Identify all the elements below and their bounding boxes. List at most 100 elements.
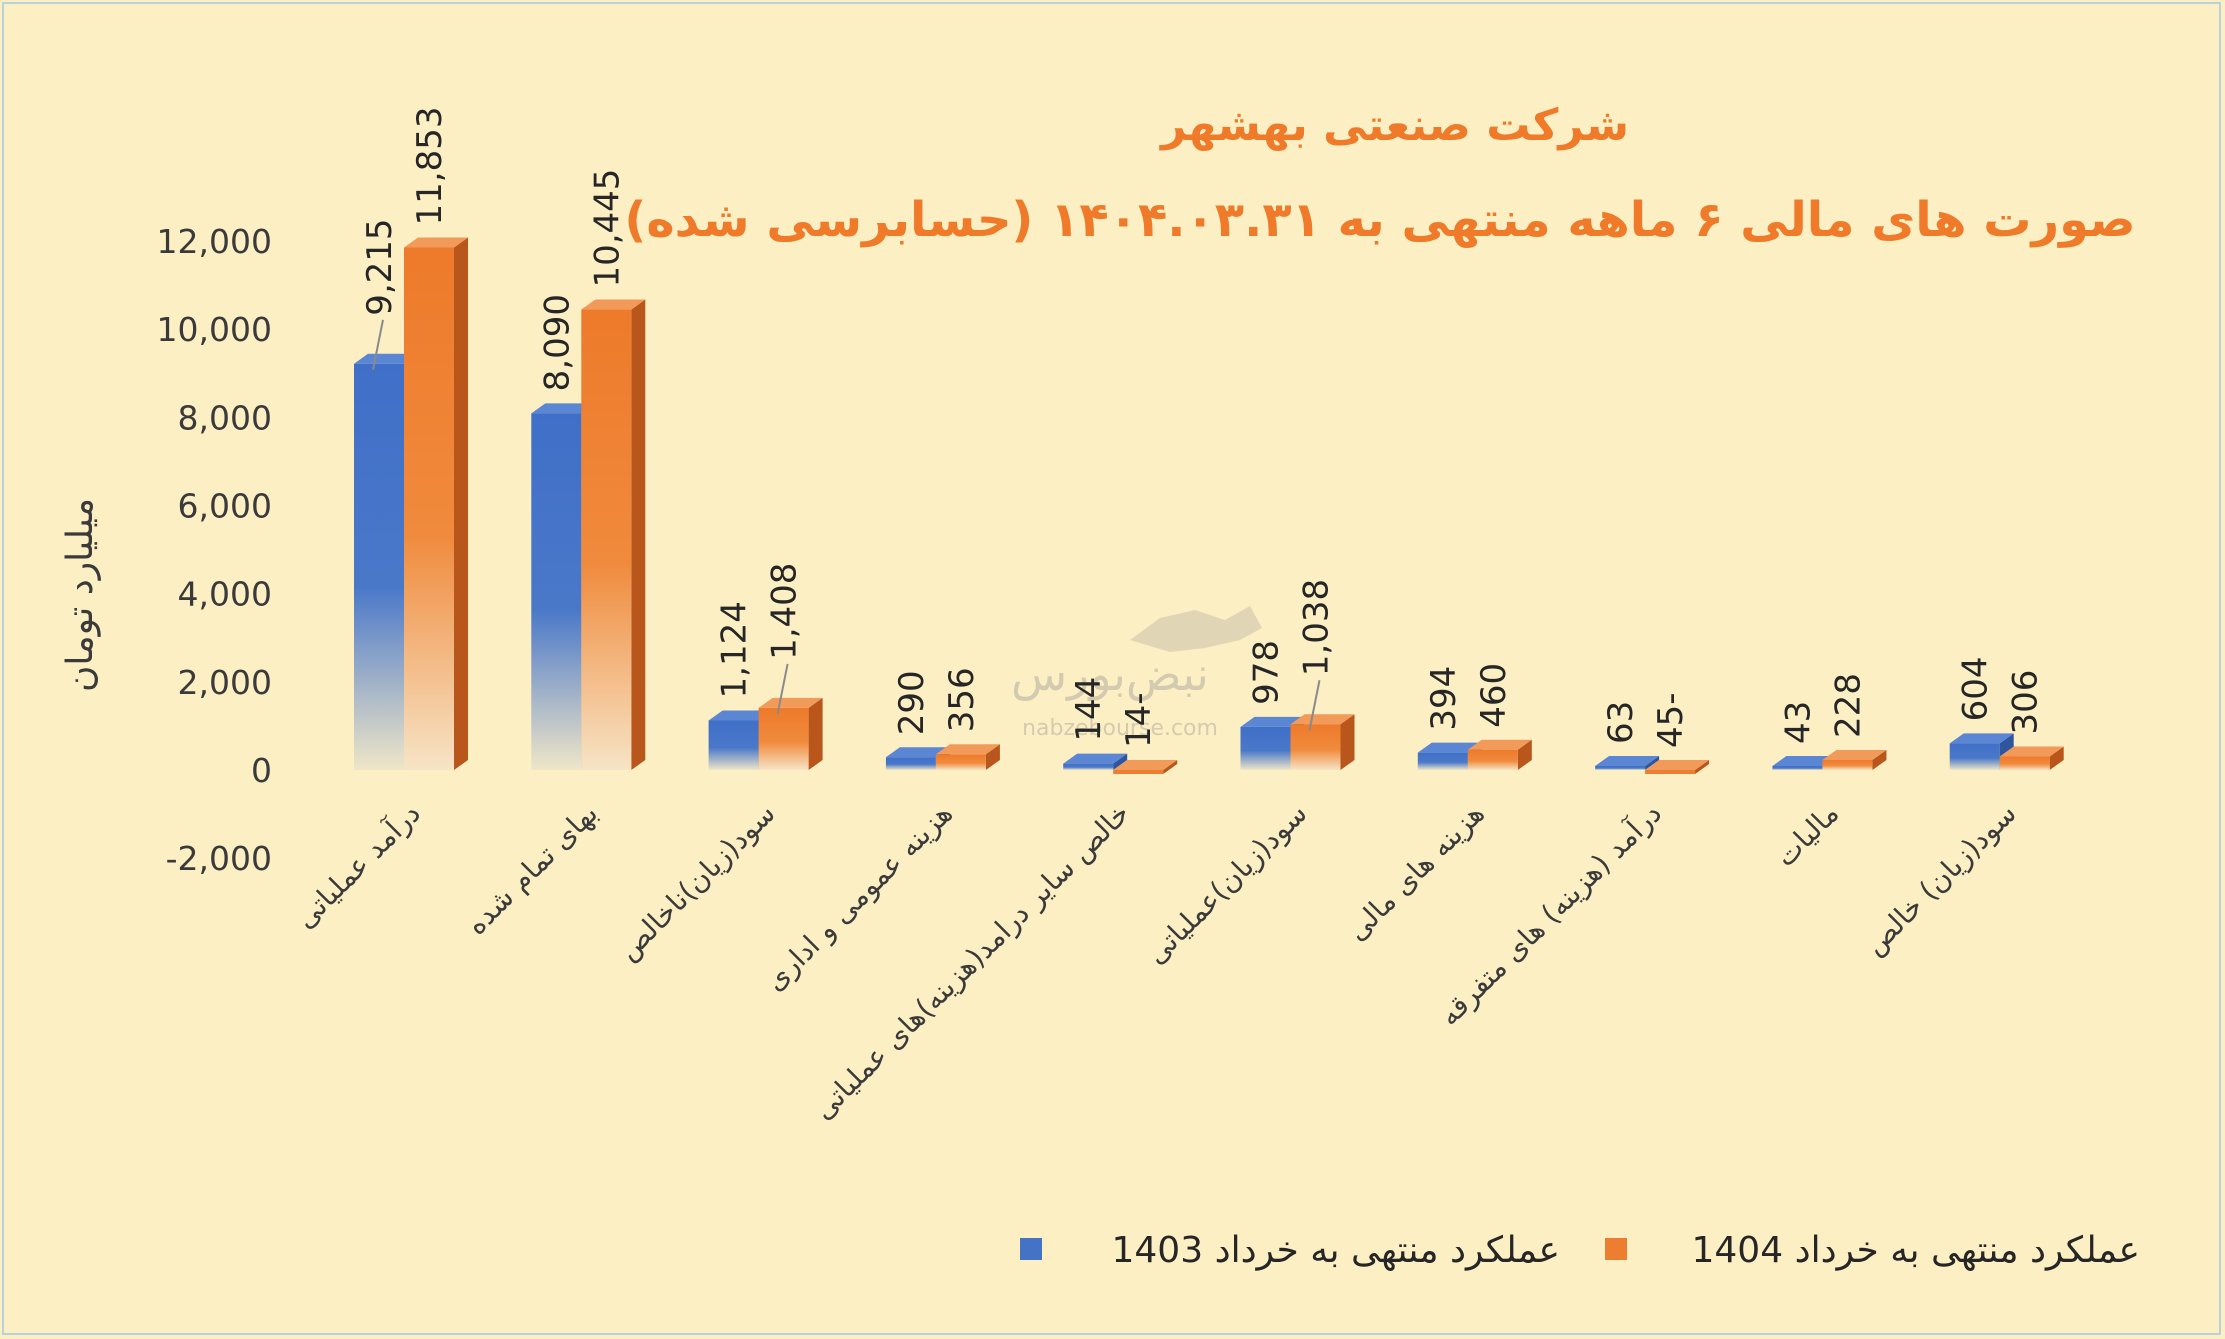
data-label: 1,124 [715,601,755,698]
y-axis-label: میلیارد تومان [60,498,101,692]
bar [1240,726,1291,770]
data-label: 290 [892,670,932,735]
data-label: 8,090 [537,294,577,391]
bar-side [1113,753,1128,770]
watermark-text: نبض‌بورس [1011,647,1209,702]
bar-side [1695,760,1710,774]
bar [935,754,986,770]
bar-top [708,710,773,721]
bar-side [454,237,468,771]
y-tick-label: 10,000 [157,310,272,349]
bar [708,720,759,770]
bar-top [1645,760,1710,770]
legend-swatch [1020,1238,1042,1260]
bar [581,309,632,770]
bar [404,247,454,771]
legend-swatch [1605,1238,1627,1260]
bar [885,757,936,770]
bar [1822,759,1873,770]
bar-top [1999,746,2064,757]
data-label: 306 [2006,670,2046,735]
y-tick-label: -2,000 [166,839,272,878]
bar-top [1417,742,1482,753]
y-tick-label: 8,000 [178,398,272,437]
category-label: هزینه عمومی و اداری [758,797,959,998]
data-label: 45- [1651,692,1691,748]
watermark: نبض‌بورس nabzebourse.com [1011,606,1262,741]
bar-side [1340,714,1355,770]
bar-top [885,747,950,758]
bar-top [1290,714,1355,725]
bull-logo-icon [1130,606,1262,652]
bar [1063,763,1114,770]
bar [1595,766,1646,770]
category-label: بهای تمام شده [460,797,605,942]
legend: عملکرد منتهی به خرداد 1404 عملکرد منتهی ب… [1020,1230,2140,1271]
data-label: 10,445 [587,169,627,288]
chart-subtitle: صورت های مالی ۶ ماهه منتهی به ۱۴۰۴.۰۳.۳۱… [624,192,2135,248]
category-label: درآمد عملیاتی [289,797,427,935]
category-label: مالیات [1769,797,1846,874]
data-label: 604 [1956,656,1996,721]
bar-top [1063,753,1128,764]
data-label: 1,038 [1297,579,1337,676]
category-label: خالص سایر درامد(هزینه)های عملیاتی [807,797,1136,1126]
bar [1467,749,1518,770]
category-label: سود(زیان) خالص [1858,797,2023,962]
bar [1290,724,1341,770]
y-tick-label: 6,000 [178,487,272,526]
y-tick-label: 2,000 [178,663,272,702]
category-label: هزینه های مالی [1340,797,1491,948]
data-label: 144 [1069,677,1109,742]
bar [1999,756,2050,770]
bar-top [1949,733,2014,744]
bar-side [985,744,1000,770]
data-label-leader [372,319,384,370]
bar-top [935,744,1000,755]
bar-top [531,403,596,414]
bar [1772,766,1823,770]
data-label-leader [1308,680,1321,731]
data-label: 460 [1474,663,1514,728]
data-label: 63 [1601,701,1641,744]
data-label: 43 [1778,701,1818,744]
bar [1949,743,2000,770]
data-label: 14- [1119,692,1159,748]
category-label: سود(زیان)عملیاتی [1140,797,1314,971]
bar-side [1517,739,1532,770]
bar-side [1645,756,1660,770]
bar [1417,752,1468,770]
bar-top [1772,756,1837,766]
category-label: سود(زیان)ناخالص [611,797,781,967]
data-label: 356 [942,667,982,732]
data-label: 9,215 [360,218,400,315]
bar-side [631,299,646,770]
data-label: 978 [1247,640,1287,705]
y-tick-label: 12,000 [157,222,272,261]
bar-side [2049,746,2064,770]
bar-top [1467,739,1532,750]
data-label: 1,408 [765,563,805,660]
legend-label: عملکرد منتهی به خرداد 1403 [1112,1230,1561,1271]
bar-side [1163,760,1178,774]
data-label-leader [776,663,789,715]
bar-top [404,237,468,248]
bar-top [1595,756,1660,766]
bar-top [1113,760,1178,770]
data-label: 394 [1424,666,1464,731]
bar-top [1822,749,1887,760]
y-tick-label: 0 [251,751,272,790]
data-label: 11,853 [410,107,450,226]
bar [758,707,809,770]
bar-side [808,697,823,770]
bar [354,363,404,770]
bar-top [1240,716,1305,727]
y-axis: -2,000 0 2,000 4,000 6,000 8,000 10,000 12,000 [157,222,272,878]
bars [354,237,2064,774]
data-label: 228 [1828,673,1868,738]
bar [1113,770,1164,774]
watermark-url: nabzebourse.com [1022,716,1218,741]
